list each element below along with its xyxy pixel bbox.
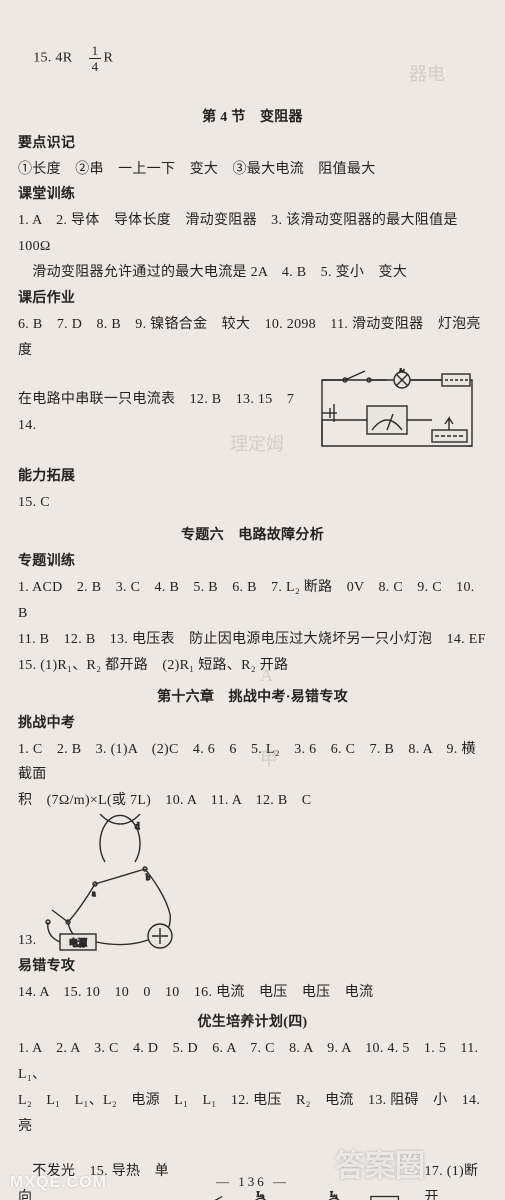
heading-kehou: 课后作业 xyxy=(18,286,487,312)
motor-diagram: d a b 电源 xyxy=(40,814,210,954)
zt-line-1: 1. ACD 2. B 3. C 4. B 5. B 6. B 7. L₂ 断路… xyxy=(18,575,487,627)
yc-line-1: 14. A 15. 10 10 0 10 16. 电流 电压 电压 电流 xyxy=(18,980,487,1006)
tz-line-1: 1. C 2. B 3. (1)A (2)C 4. 6 6 5. L₂ 3. 6… xyxy=(18,737,487,789)
ketang-line-1: 1. A 2. 导体 导体长度 滑动变阻器 3. 该滑动变阻器的最大阻值是 10… xyxy=(18,208,487,260)
watermark-url: MXQE.COM xyxy=(10,1174,107,1192)
zt-line-2: 11. B 12. B 13. 电压表 防止因电源电压过大烧坏另一只小灯泡 14… xyxy=(18,627,487,653)
svg-text:L₂: L₂ xyxy=(257,1191,265,1199)
heading-zhuanti: 专题训练 xyxy=(18,549,487,575)
heading-yicuo: 易错专攻 xyxy=(18,954,487,980)
plan-line-2: L₂ L₁ L₁、L₂ 电源 L₁ L₁ 12. 电压 R₂ 电流 13. 阻碍… xyxy=(18,1088,487,1140)
section-4-title: 第 4 节 变阻器 xyxy=(18,105,487,131)
yaodian-content: ①长度 ②串 一上一下 变大 ③最大电流 阻值最大 xyxy=(18,157,487,183)
heading-nengli: 能力拓展 xyxy=(18,464,487,490)
heading-tiaozhan: 挑战中考 xyxy=(18,711,487,737)
zt-line-3: 15. (1)R₁、R₂ 都开路 (2)R₁ 短路、R₂ 开路 xyxy=(18,653,487,679)
svg-text:a: a xyxy=(92,889,96,898)
fraction: 14 xyxy=(89,44,102,73)
plan-line-1: 1. A 2. A 3. C 4. D 5. D 6. A 7. C 8. A … xyxy=(18,1036,487,1088)
item-13-row: 13. d a b xyxy=(18,814,487,954)
text: 15. 4R xyxy=(33,51,86,66)
circuit-diagram-1: L xyxy=(307,368,487,458)
denominator: 4 xyxy=(89,59,102,73)
heading-yaodian: 要点识记 xyxy=(18,131,487,157)
page: 理定姆 A 甲 7 器电 15. 4R 14R 第 4 节 变阻器 要点识记 ①… xyxy=(0,0,505,1200)
answer-15: 15. 4R 14R xyxy=(18,18,487,99)
ketang-line-2: 滑动变阻器允许通过的最大电流是 2A 4. B 5. 变小 变大 xyxy=(18,260,487,286)
text: R xyxy=(103,51,113,66)
kehou-line-2: 在电路中串联一只电流表 12. B 13. 15 7 14. xyxy=(18,387,301,439)
svg-text:L₁: L₁ xyxy=(330,1191,338,1199)
svg-text:L: L xyxy=(400,368,405,373)
topic-6-title: 专题六 电路故障分析 xyxy=(18,523,487,549)
tz-line-2: 积 (7Ω/m)×L(或 7L) 10. A 11. A 12. B C xyxy=(18,788,487,814)
figure-row: 在电路中串联一只电流表 12. B 13. 15 7 14. L xyxy=(18,368,487,458)
heading-ketang: 课堂训练 xyxy=(18,182,487,208)
chapter-16-title: 第十六章 挑战中考·易错专攻 xyxy=(18,685,487,711)
watermark-answer: 答案圈 xyxy=(335,1141,425,1185)
item-13-label: 13. xyxy=(18,928,36,954)
numerator: 1 xyxy=(89,44,102,59)
svg-text:电源: 电源 xyxy=(69,937,87,948)
svg-text:d: d xyxy=(135,821,140,831)
nengli-line-1: 15. C xyxy=(18,490,487,516)
plan-title: 优生培养计划(四) xyxy=(18,1010,487,1036)
kehou-line-1: 6. B 7. D 8. B 9. 镍铬合金 较大 10. 2098 11. 滑… xyxy=(18,312,487,364)
